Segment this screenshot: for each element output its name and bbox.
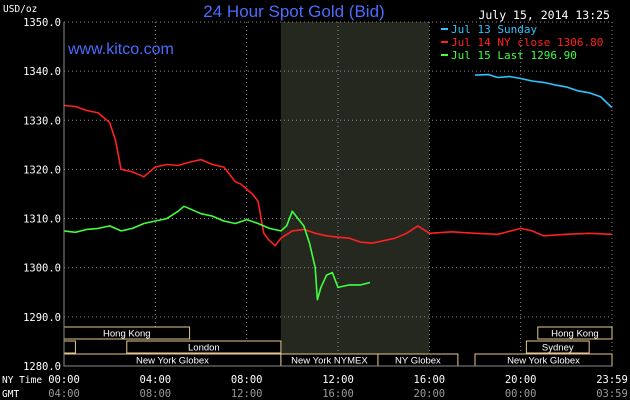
y-tick-label: 1310.0 — [23, 214, 61, 226]
chart-title: 24 Hour Spot Gold (Bid) — [203, 2, 384, 21]
series-line-2 — [63, 104, 612, 247]
legend-swatch — [441, 41, 448, 43]
nymex-session-highlight — [280, 22, 430, 366]
x-tick-label-ny: 23:59 — [596, 374, 628, 386]
session-label: NY Globex — [395, 356, 441, 367]
y-tick-label: 1290.0 — [23, 312, 61, 324]
legend-entry: Jul 14 NY close 1306.80 — [451, 36, 603, 49]
session-label: New York Globex — [136, 356, 209, 367]
x-tick-label-ny: 04:00 — [140, 374, 172, 386]
session-bar — [63, 340, 76, 354]
series-layer — [63, 73, 613, 301]
axes-layer: 1350.0 1340.0 1330.0 1320.0 1310.0 1300.0 1290… — [23, 17, 628, 400]
series-line-1 — [474, 73, 613, 109]
y-tick-label: 1320.0 — [23, 164, 61, 176]
session-label: Sydney — [542, 343, 574, 354]
nymex-highlight-layer — [280, 22, 430, 366]
x-tick-label-gmt: 08:00 — [140, 388, 172, 400]
x-tick-label-ny: 12:00 — [322, 374, 354, 386]
x-tick-label-ny: 08:00 — [231, 374, 263, 386]
session-label: Hong Kong — [551, 329, 599, 340]
y-tick-label: 1280.0 — [23, 361, 61, 373]
y-tick-label: 1300.0 — [23, 263, 61, 275]
session-label: Hong Kong — [103, 329, 151, 340]
x-axis-ny-time-label: NY Time — [2, 375, 42, 386]
watermark-text: www.kitco.com — [67, 41, 174, 58]
y-tick-label: 1340.0 — [23, 66, 61, 78]
y-tick-label: 1350.0 — [23, 17, 61, 29]
session-bar — [537, 326, 613, 340]
x-tick-label-ny: 20:00 — [505, 374, 537, 386]
x-tick-label-gmt: 12:00 — [231, 388, 263, 400]
x-axis-gmt-label: GMT — [2, 389, 19, 400]
legend-entry: Jul 15 Last 1296.90 — [451, 49, 577, 62]
x-tick-label-gmt: 04:00 — [48, 388, 80, 400]
x-tick-label-ny: 00:00 — [48, 374, 80, 386]
session-bar — [126, 340, 282, 354]
session-label: London — [188, 343, 220, 354]
x-tick-label-gmt: 00:00 — [505, 388, 537, 400]
x-tick-label-gmt: 20:00 — [414, 388, 446, 400]
x-tick-label-ny: 16:00 — [414, 374, 446, 386]
legend-swatch — [441, 28, 448, 30]
y-axis-label: USD/oz — [3, 4, 37, 15]
session-label: New York NYMEX — [291, 356, 368, 367]
x-tick-label-gmt: 03:59 — [596, 388, 628, 400]
session-bar — [525, 340, 590, 354]
session-label: New York Globex — [507, 356, 580, 367]
legend-swatch — [441, 54, 448, 56]
series-line-3 — [63, 205, 371, 301]
y-tick-label: 1330.0 — [23, 115, 61, 127]
chart-timestamp: July 15, 2014 13:25 — [478, 8, 610, 22]
x-tick-label-gmt: 16:00 — [322, 388, 354, 400]
legend-entry: Jul 13 Sunday — [451, 23, 537, 36]
